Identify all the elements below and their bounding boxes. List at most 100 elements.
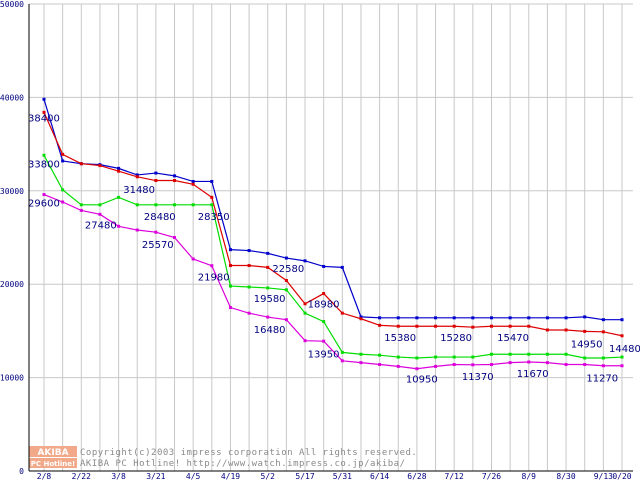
data-point: [489, 316, 493, 320]
data-point: [61, 152, 65, 156]
data-point: [135, 203, 139, 207]
data-point: [378, 323, 382, 327]
data-point: [434, 324, 438, 328]
data-point: [434, 364, 438, 368]
data-point: [303, 302, 307, 306]
data-point: [117, 224, 121, 228]
data-label: 14950: [571, 339, 603, 350]
data-point: [489, 324, 493, 328]
data-point: [191, 203, 195, 207]
copyright-block: AKIBA PC Hotline! Copyright(c)2003 impre…: [29, 446, 417, 469]
x-axis-ticks: 2/8 2/22 3/8 3/21 4/5 4/19 5/2 5/17 5/31 6/14 6/28…: [37, 472, 632, 480]
data-point: [564, 328, 568, 332]
y-tick-label: 10000: [0, 374, 24, 383]
data-label: 29600: [28, 199, 60, 210]
data-point: [378, 316, 382, 320]
grid: [29, 3, 633, 472]
y-tick-label: 30000: [0, 187, 24, 196]
data-point: [583, 315, 587, 319]
copyright-line: Copyright(c)2003 impress corporation All…: [80, 448, 417, 458]
data-point: [415, 356, 419, 360]
data-point: [583, 356, 587, 360]
data-point: [545, 352, 549, 356]
data-label: 18980: [308, 300, 340, 311]
data-label: 28350: [198, 212, 230, 223]
data-point: [79, 203, 83, 207]
data-label: 11270: [586, 374, 618, 385]
y-axis-ticks: 0 10000 20000 30000 40000 50000: [0, 0, 24, 476]
data-point: [266, 265, 270, 269]
data-point: [247, 264, 251, 268]
data-point: [434, 316, 438, 320]
data-point: [415, 316, 419, 320]
y-tick-label: 0: [19, 467, 24, 476]
data-point: [191, 257, 195, 261]
data-point: [79, 208, 83, 212]
data-label: 15280: [440, 333, 472, 344]
data-point: [173, 236, 177, 239]
data-point: [340, 265, 344, 269]
logo-text-bottom: PC Hotline!: [31, 460, 75, 468]
data-point: [620, 364, 624, 368]
data-point: [228, 248, 232, 252]
data-point: [135, 228, 139, 232]
data-point: [98, 212, 102, 216]
data-label: 11670: [517, 369, 549, 380]
data-point: [42, 110, 46, 114]
data-point: [489, 352, 493, 356]
data-point: [378, 353, 382, 357]
data-point: [527, 352, 531, 356]
data-point: [154, 203, 158, 207]
data-point: [284, 288, 288, 292]
data-point: [508, 324, 512, 328]
data-point: [545, 361, 549, 365]
x-tick-label: 8/30: [556, 472, 575, 480]
data-point: [452, 363, 456, 367]
series-line: [43, 99, 622, 321]
data-point: [98, 203, 102, 207]
data-point: [620, 355, 624, 359]
data-point: [173, 179, 177, 183]
data-point: [154, 179, 158, 183]
data-point: [284, 318, 288, 322]
data-point: [583, 363, 587, 367]
y-tick-label: 50000: [0, 0, 24, 9]
data-point: [434, 355, 438, 359]
data-point: [471, 325, 475, 329]
data-label: 22580: [272, 264, 304, 275]
data-point: [396, 364, 400, 368]
data-point: [322, 320, 326, 324]
data-label: 33800: [28, 159, 60, 170]
data-point: [303, 259, 307, 263]
data-point: [98, 164, 102, 168]
data-label: 15470: [497, 333, 529, 344]
data-point: [340, 359, 344, 363]
data-label: 21980: [198, 273, 230, 284]
data-point: [135, 173, 139, 177]
data-label: 14480: [609, 344, 640, 355]
data-point: [545, 316, 549, 320]
data-point: [284, 278, 288, 282]
data-point: [620, 318, 624, 322]
data-point: [322, 339, 326, 343]
data-point: [471, 316, 475, 320]
data-point: [378, 363, 382, 367]
data-point: [210, 179, 214, 183]
data-label: 28480: [144, 212, 176, 223]
data-point: [564, 316, 568, 320]
data-point: [322, 264, 326, 268]
data-point: [471, 363, 475, 367]
data-label: 25570: [142, 240, 174, 251]
data-point: [396, 324, 400, 328]
data-point: [191, 182, 195, 186]
data-label: 38400: [28, 113, 60, 124]
data-point: [527, 316, 531, 320]
x-tick-label: 7/26: [482, 472, 501, 480]
data-point: [340, 350, 344, 354]
x-tick-label: 6/28: [407, 472, 426, 480]
site-url-line: AKIBA PC Hotline! http://www.watch.impre…: [80, 459, 406, 469]
x-tick-label: 6/14: [370, 472, 389, 480]
data-label: 27480: [85, 220, 117, 231]
data-point: [228, 284, 232, 288]
